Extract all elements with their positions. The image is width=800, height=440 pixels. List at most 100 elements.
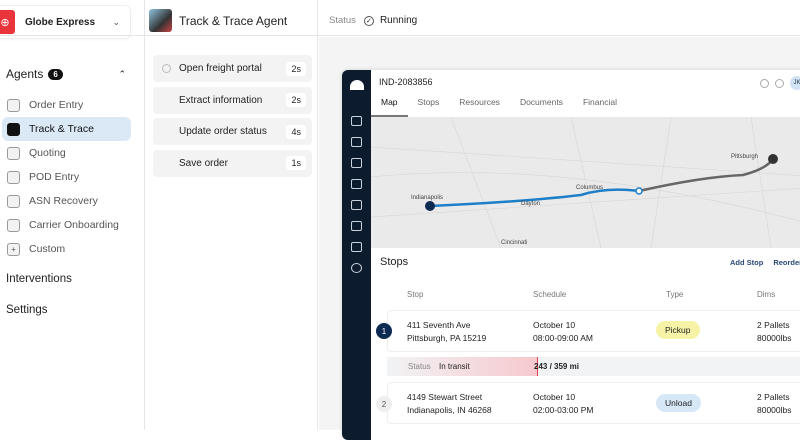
home-icon[interactable] bbox=[351, 116, 362, 126]
stop-weight: 80000lbs bbox=[757, 333, 792, 343]
sidebar-item[interactable]: Track & Trace bbox=[2, 117, 131, 141]
spinner-icon bbox=[162, 64, 171, 73]
chart-icon[interactable] bbox=[351, 242, 362, 252]
reorder-stops-link[interactable]: Reorder s bbox=[773, 258, 800, 267]
route-map[interactable]: Indianapolis Dayton Columbus Cincinnati … bbox=[370, 116, 800, 249]
tab-item[interactable]: Financial bbox=[582, 97, 617, 107]
map-roads bbox=[370, 116, 800, 249]
app-tabs: Map Stops Resources Documents Financial bbox=[371, 92, 800, 118]
column-header: Dims bbox=[757, 290, 776, 299]
transit-status-value: In transit bbox=[439, 362, 470, 371]
plus-icon: + bbox=[7, 242, 20, 256]
step-duration: 1s bbox=[286, 156, 306, 170]
sidebar-item[interactable]: Carrier Onboarding bbox=[2, 213, 131, 237]
agent-status: Status ✓ Running bbox=[329, 15, 417, 26]
stop-address: 4149 Stewart Street bbox=[407, 392, 483, 402]
stop-number: 2 bbox=[376, 396, 392, 412]
step-item[interactable]: Extract information 2s bbox=[153, 86, 312, 114]
map-label: Indianapolis bbox=[411, 195, 444, 201]
tab-item[interactable]: Map bbox=[371, 92, 408, 117]
chevron-down-icon: ⌄ bbox=[112, 16, 120, 27]
sidebar-item[interactable]: ASN Recovery bbox=[2, 189, 131, 213]
add-stop-link[interactable]: Add Stop bbox=[730, 258, 764, 267]
gear-icon[interactable] bbox=[775, 78, 784, 88]
inbox-icon[interactable] bbox=[351, 179, 362, 189]
globe-logo-icon: ⊕ bbox=[0, 10, 15, 34]
column-header: Stop bbox=[407, 290, 424, 299]
clipboard-icon[interactable] bbox=[351, 158, 362, 168]
status-value: Running bbox=[379, 15, 418, 26]
calendar-icon bbox=[7, 122, 20, 136]
stop-city: Indianapolis, IN 46268 bbox=[407, 405, 492, 415]
stop-dims: 2 Pallets bbox=[757, 392, 790, 402]
agents-title: Agents bbox=[6, 67, 44, 81]
dollar-icon[interactable] bbox=[351, 263, 362, 273]
stop-row[interactable] bbox=[387, 310, 800, 352]
app-nav-rail bbox=[342, 70, 371, 440]
nav-interventions[interactable]: Interventions bbox=[6, 273, 72, 285]
user-avatar[interactable]: JK bbox=[790, 76, 800, 90]
truck-icon[interactable] bbox=[351, 137, 362, 147]
stop-marker-2[interactable] bbox=[768, 154, 778, 164]
map-icon[interactable] bbox=[351, 221, 362, 231]
sidebar: ⊕ Globe Express ⌄ Agents 6 ⌃ Order Entry… bbox=[0, 0, 145, 430]
tab-item[interactable]: Stops bbox=[417, 97, 440, 107]
stop-city: Pittsburgh, PA 15219 bbox=[407, 333, 487, 343]
current-position-marker[interactable] bbox=[635, 187, 643, 195]
document-icon bbox=[7, 146, 20, 160]
tab-item[interactable]: Documents bbox=[519, 97, 563, 107]
chevron-up-icon[interactable]: ⌃ bbox=[118, 68, 126, 79]
step-item[interactable]: Open freight portal 2s bbox=[153, 55, 312, 82]
sidebar-item[interactable]: Order Entry bbox=[2, 93, 131, 117]
stop-row[interactable] bbox=[387, 382, 800, 424]
sidebar-item[interactable]: Quoting bbox=[2, 141, 131, 165]
stop-date: October 10 bbox=[533, 320, 576, 330]
transit-progress-fill bbox=[387, 357, 538, 376]
sidebar-item[interactable]: POD Entry bbox=[2, 165, 131, 189]
type-badge: Pickup bbox=[656, 321, 700, 339]
step-duration: 2s bbox=[286, 61, 306, 76]
sidebar-item[interactable]: + Custom bbox=[2, 237, 131, 261]
agent-header: Track & Trace Agent bbox=[149, 9, 287, 32]
sidebar-item-label: Order Entry bbox=[29, 99, 84, 111]
status-label: Status bbox=[329, 15, 356, 26]
route-completed bbox=[429, 188, 640, 208]
sidebar-item-label: Quoting bbox=[29, 147, 66, 159]
step-label: Update order status bbox=[179, 126, 267, 137]
map-svg bbox=[370, 116, 800, 249]
agent-title: Track & Trace Agent bbox=[179, 13, 288, 28]
tab-item[interactable]: Resources bbox=[459, 97, 500, 107]
type-badge: Unload bbox=[656, 394, 701, 412]
transit-progress: Status In transit 243 / 359 mi bbox=[387, 357, 800, 376]
org-switcher[interactable]: ⊕ Globe Express ⌄ bbox=[0, 5, 131, 39]
settings-icon bbox=[7, 194, 20, 208]
stop-time: 02:00-03:00 PM bbox=[533, 405, 594, 415]
step-item[interactable]: Save order 1s bbox=[153, 149, 312, 177]
org-name: Globe Express bbox=[25, 16, 96, 28]
map-label: Dayton bbox=[521, 201, 541, 207]
truck-icon bbox=[7, 218, 20, 232]
agents-header[interactable]: Agents 6 ⌃ bbox=[6, 67, 126, 81]
top-bar bbox=[0, 6, 800, 36]
transit-distance: 243 / 359 mi bbox=[534, 362, 579, 371]
stop-marker-1[interactable] bbox=[425, 201, 435, 211]
step-list: Open freight portal 2s Extract information… bbox=[153, 55, 312, 181]
sidebar-item-label: Carrier Onboarding bbox=[29, 219, 119, 231]
map-label: Cincinnati bbox=[501, 240, 528, 246]
sidebar-item-label: ASN Recovery bbox=[29, 195, 98, 207]
monitor-icon bbox=[7, 98, 20, 112]
nav-settings[interactable]: Settings bbox=[6, 304, 48, 316]
sidebar-item-label: Custom bbox=[29, 243, 66, 255]
bell-icon[interactable] bbox=[760, 78, 769, 88]
header-icons: JK bbox=[760, 76, 800, 90]
step-item[interactable]: Update order status 4s bbox=[153, 118, 312, 145]
stops-title: Stops bbox=[380, 256, 409, 268]
clipboard-icon bbox=[7, 170, 20, 184]
step-label: Extract information bbox=[179, 94, 263, 106]
app-logo-icon bbox=[350, 80, 364, 90]
agent-avatar bbox=[149, 9, 172, 32]
step-duration: 2s bbox=[286, 93, 306, 107]
calendar-icon[interactable] bbox=[351, 200, 362, 210]
sidebar-item-label: Track & Trace bbox=[29, 123, 94, 135]
stop-weight: 80000lbs bbox=[757, 405, 792, 415]
